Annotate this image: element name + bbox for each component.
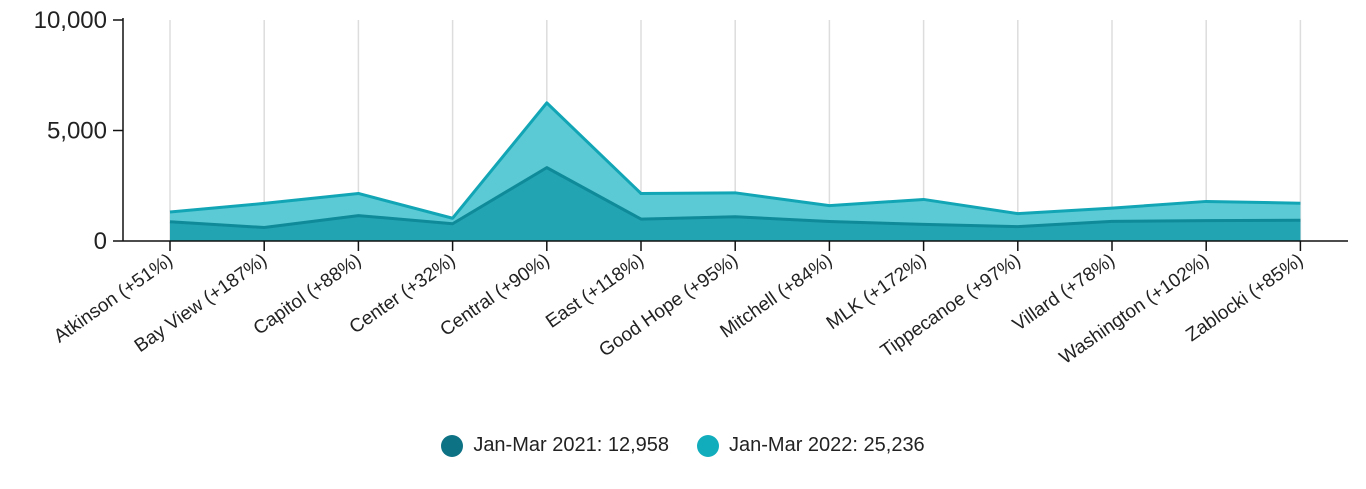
- legend-item-2022[interactable]: Jan-Mar 2022: 25,236: [697, 434, 925, 457]
- y-tick-label-1: 5,000: [47, 118, 107, 145]
- y-tick-label-0: 10,000: [34, 7, 107, 34]
- legend-swatch-2021: [441, 434, 464, 457]
- legend-swatch-2022: [697, 434, 719, 457]
- y-tick-label-2: 0: [94, 228, 107, 255]
- x-tick-label-11: Washington (+102%): [1056, 250, 1213, 369]
- legend: Jan-Mar 2021: 12,958 Jan-Mar 2022: 25,23…: [0, 434, 1366, 457]
- line-2021: [169, 166, 1301, 230]
- line-2022: [169, 101, 1301, 220]
- legend-label-2022: Jan-Mar 2022: 25,236: [729, 434, 925, 456]
- legend-label-2021: Jan-Mar 2021: 12,958: [473, 434, 669, 456]
- legend-item-2021[interactable]: Jan-Mar 2021: 12,958: [441, 434, 669, 457]
- area-2021: [170, 167, 1301, 241]
